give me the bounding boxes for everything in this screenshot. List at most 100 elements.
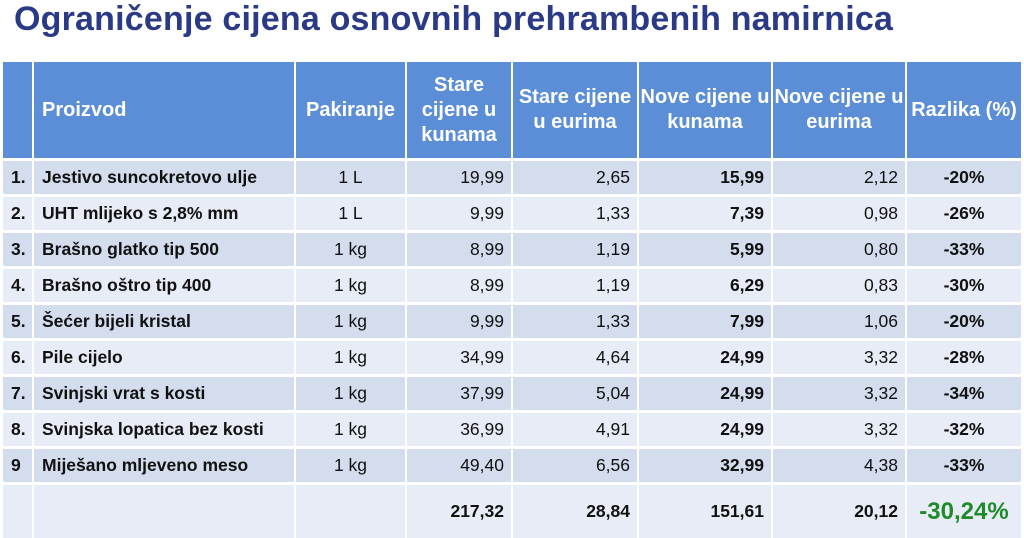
product-name: Svinjski vrat s kosti (34, 377, 296, 413)
price-difference: -20% (907, 305, 1021, 341)
column-header-number (3, 62, 34, 161)
old-price-eur: 4,64 (513, 341, 639, 377)
new-price-kn: 7,99 (639, 305, 773, 341)
price-difference: -34% (907, 377, 1021, 413)
table-row: 6. Pile cijelo 1 kg 34,99 4,64 24,99 3,3… (3, 341, 1021, 377)
row-number: 6. (3, 341, 34, 377)
old-price-eur: 2,65 (513, 161, 639, 197)
new-price-eur: 0,98 (773, 197, 907, 233)
column-header-old-eur: Stare cijene u eurima (513, 62, 639, 161)
price-difference: -30% (907, 269, 1021, 305)
product-name: Jestivo suncokretovo ulje (34, 161, 296, 197)
price-difference: -33% (907, 233, 1021, 269)
price-difference: -32% (907, 413, 1021, 449)
totals-row: 217,32 28,84 151,61 20,12 -30,24% (3, 485, 1021, 538)
price-difference: -20% (907, 161, 1021, 197)
new-price-eur: 2,12 (773, 161, 907, 197)
total-old-price-kn: 217,32 (407, 485, 513, 538)
new-price-eur: 3,32 (773, 377, 907, 413)
new-price-kn: 24,99 (639, 413, 773, 449)
price-difference: -33% (907, 449, 1021, 485)
package-size: 1 L (296, 197, 407, 233)
new-price-kn: 15,99 (639, 161, 773, 197)
product-name: Pile cijelo (34, 341, 296, 377)
totals-empty-product (34, 485, 296, 538)
package-size: 1 kg (296, 233, 407, 269)
old-price-kn: 49,40 (407, 449, 513, 485)
new-price-eur: 3,32 (773, 341, 907, 377)
page-title: Ograničenje cijena osnovnih prehrambenih… (14, 0, 894, 38)
row-number: 1. (3, 161, 34, 197)
column-header-package: Pakiranje (296, 62, 407, 161)
product-name: Svinjska lopatica bez kosti (34, 413, 296, 449)
new-price-eur: 4,38 (773, 449, 907, 485)
package-size: 1 kg (296, 269, 407, 305)
table-row: 8. Svinjska lopatica bez kosti 1 kg 36,9… (3, 413, 1021, 449)
row-number: 8. (3, 413, 34, 449)
product-name: UHT mlijeko s 2,8% mm (34, 197, 296, 233)
row-number: 2. (3, 197, 34, 233)
new-price-eur: 1,06 (773, 305, 907, 341)
package-size: 1 kg (296, 377, 407, 413)
old-price-eur: 1,19 (513, 269, 639, 305)
table-header-row: Proizvod Pakiranje Stare cijene u kunama… (3, 62, 1021, 161)
column-header-old-kn: Stare cijene u kunama (407, 62, 513, 161)
row-number: 4. (3, 269, 34, 305)
new-price-eur: 3,32 (773, 413, 907, 449)
old-price-kn: 8,99 (407, 233, 513, 269)
old-price-kn: 36,99 (407, 413, 513, 449)
old-price-kn: 19,99 (407, 161, 513, 197)
package-size: 1 kg (296, 305, 407, 341)
old-price-kn: 8,99 (407, 269, 513, 305)
column-header-product: Proizvod (34, 62, 296, 161)
table-row: 5. Šećer bijeli kristal 1 kg 9,99 1,33 7… (3, 305, 1021, 341)
old-price-kn: 9,99 (407, 305, 513, 341)
product-name: Šećer bijeli kristal (34, 305, 296, 341)
price-difference: -26% (907, 197, 1021, 233)
package-size: 1 L (296, 161, 407, 197)
table-row: 3. Brašno glatko tip 500 1 kg 8,99 1,19 … (3, 233, 1021, 269)
price-difference: -28% (907, 341, 1021, 377)
table-row: 2. UHT mlijeko s 2,8% mm 1 L 9,99 1,33 7… (3, 197, 1021, 233)
product-name: Miješano mljeveno meso (34, 449, 296, 485)
old-price-kn: 37,99 (407, 377, 513, 413)
new-price-kn: 7,39 (639, 197, 773, 233)
column-header-new-eur: Nove cijene u eurima (773, 62, 907, 161)
price-table-container: Proizvod Pakiranje Stare cijene u kunama… (3, 62, 1021, 538)
old-price-kn: 9,99 (407, 197, 513, 233)
old-price-kn: 34,99 (407, 341, 513, 377)
old-price-eur: 1,33 (513, 197, 639, 233)
price-table: Proizvod Pakiranje Stare cijene u kunama… (3, 62, 1021, 538)
totals-empty-package (296, 485, 407, 538)
total-new-price-kn: 151,61 (639, 485, 773, 538)
package-size: 1 kg (296, 449, 407, 485)
total-old-price-eur: 28,84 (513, 485, 639, 538)
table-row: 7. Svinjski vrat s kosti 1 kg 37,99 5,04… (3, 377, 1021, 413)
total-difference: -30,24% (907, 485, 1021, 538)
new-price-kn: 5,99 (639, 233, 773, 269)
new-price-eur: 0,80 (773, 233, 907, 269)
old-price-eur: 1,19 (513, 233, 639, 269)
new-price-eur: 0,83 (773, 269, 907, 305)
product-name: Brašno oštro tip 400 (34, 269, 296, 305)
package-size: 1 kg (296, 341, 407, 377)
row-number: 7. (3, 377, 34, 413)
total-new-price-eur: 20,12 (773, 485, 907, 538)
table-row: 4. Brašno oštro tip 400 1 kg 8,99 1,19 6… (3, 269, 1021, 305)
new-price-kn: 24,99 (639, 341, 773, 377)
table-body: 1. Jestivo suncokretovo ulje 1 L 19,99 2… (3, 161, 1021, 538)
row-number: 5. (3, 305, 34, 341)
old-price-eur: 6,56 (513, 449, 639, 485)
old-price-eur: 5,04 (513, 377, 639, 413)
row-number: 9 (3, 449, 34, 485)
column-header-new-kn: Nove cijene u kunama (639, 62, 773, 161)
new-price-kn: 32,99 (639, 449, 773, 485)
old-price-eur: 1,33 (513, 305, 639, 341)
table-row: 9 Miješano mljeveno meso 1 kg 49,40 6,56… (3, 449, 1021, 485)
row-number: 3. (3, 233, 34, 269)
table-row: 1. Jestivo suncokretovo ulje 1 L 19,99 2… (3, 161, 1021, 197)
totals-empty-number (3, 485, 34, 538)
column-header-difference: Razlika (%) (907, 62, 1021, 161)
product-name: Brašno glatko tip 500 (34, 233, 296, 269)
new-price-kn: 6,29 (639, 269, 773, 305)
